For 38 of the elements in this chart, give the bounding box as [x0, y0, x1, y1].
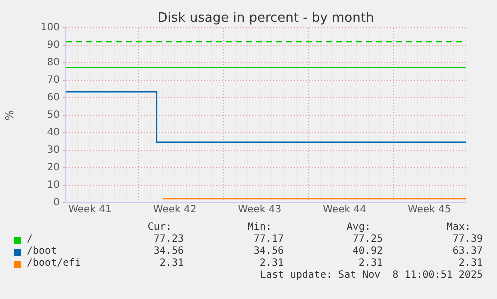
text: Max: — [446, 222, 471, 233]
text: 77.25 — [352, 234, 383, 245]
text: 77.17 — [254, 234, 284, 245]
y-tick-label: 60 — [47, 92, 60, 104]
x-tick-label: Week 42 — [153, 204, 197, 216]
x-tick-label: Week 43 — [238, 204, 282, 216]
x-tick-label: Week 44 — [323, 204, 366, 216]
y-tick-label: 20 — [47, 162, 60, 174]
y-tick-label: 10 — [47, 180, 60, 192]
text: 40.92 — [352, 246, 383, 257]
text: 63.37 — [452, 246, 483, 257]
text: Last update: Sat Nov 8 11:00:51 2025 — [260, 270, 483, 281]
legend-label: /boot — [27, 246, 58, 257]
y-tick-label: 40 — [47, 128, 60, 139]
text: 77.23 — [154, 234, 184, 245]
y-tick-label: 70 — [47, 75, 60, 86]
text: 34.56 — [254, 246, 284, 257]
y-tick-label: 80 — [47, 58, 60, 69]
text: Cur: — [148, 222, 172, 233]
legend-label: /boot/efi — [27, 258, 82, 269]
x-tick-label: Week 45 — [408, 204, 452, 216]
y-tick-label: 0 — [54, 198, 60, 209]
text: 2.31 — [160, 258, 184, 269]
text: 34.56 — [154, 246, 184, 257]
y-tick-label: 100 — [40, 22, 60, 34]
text: 2.31 — [260, 258, 284, 269]
text: Avg: — [346, 222, 371, 233]
y-axis-title: % — [3, 110, 16, 121]
text: 2.31 — [458, 258, 483, 269]
y-tick-label: 30 — [47, 145, 60, 156]
text: 77.39 — [452, 234, 483, 245]
text: Min: — [248, 222, 272, 233]
y-tick-label: 90 — [47, 40, 60, 52]
text: 2.31 — [358, 258, 383, 269]
chart-title: Disk usage in percent - by month — [158, 11, 374, 26]
legend-label: / — [27, 234, 34, 245]
y-tick-label: 50 — [47, 110, 60, 122]
x-tick-label: Week 41 — [68, 204, 112, 216]
